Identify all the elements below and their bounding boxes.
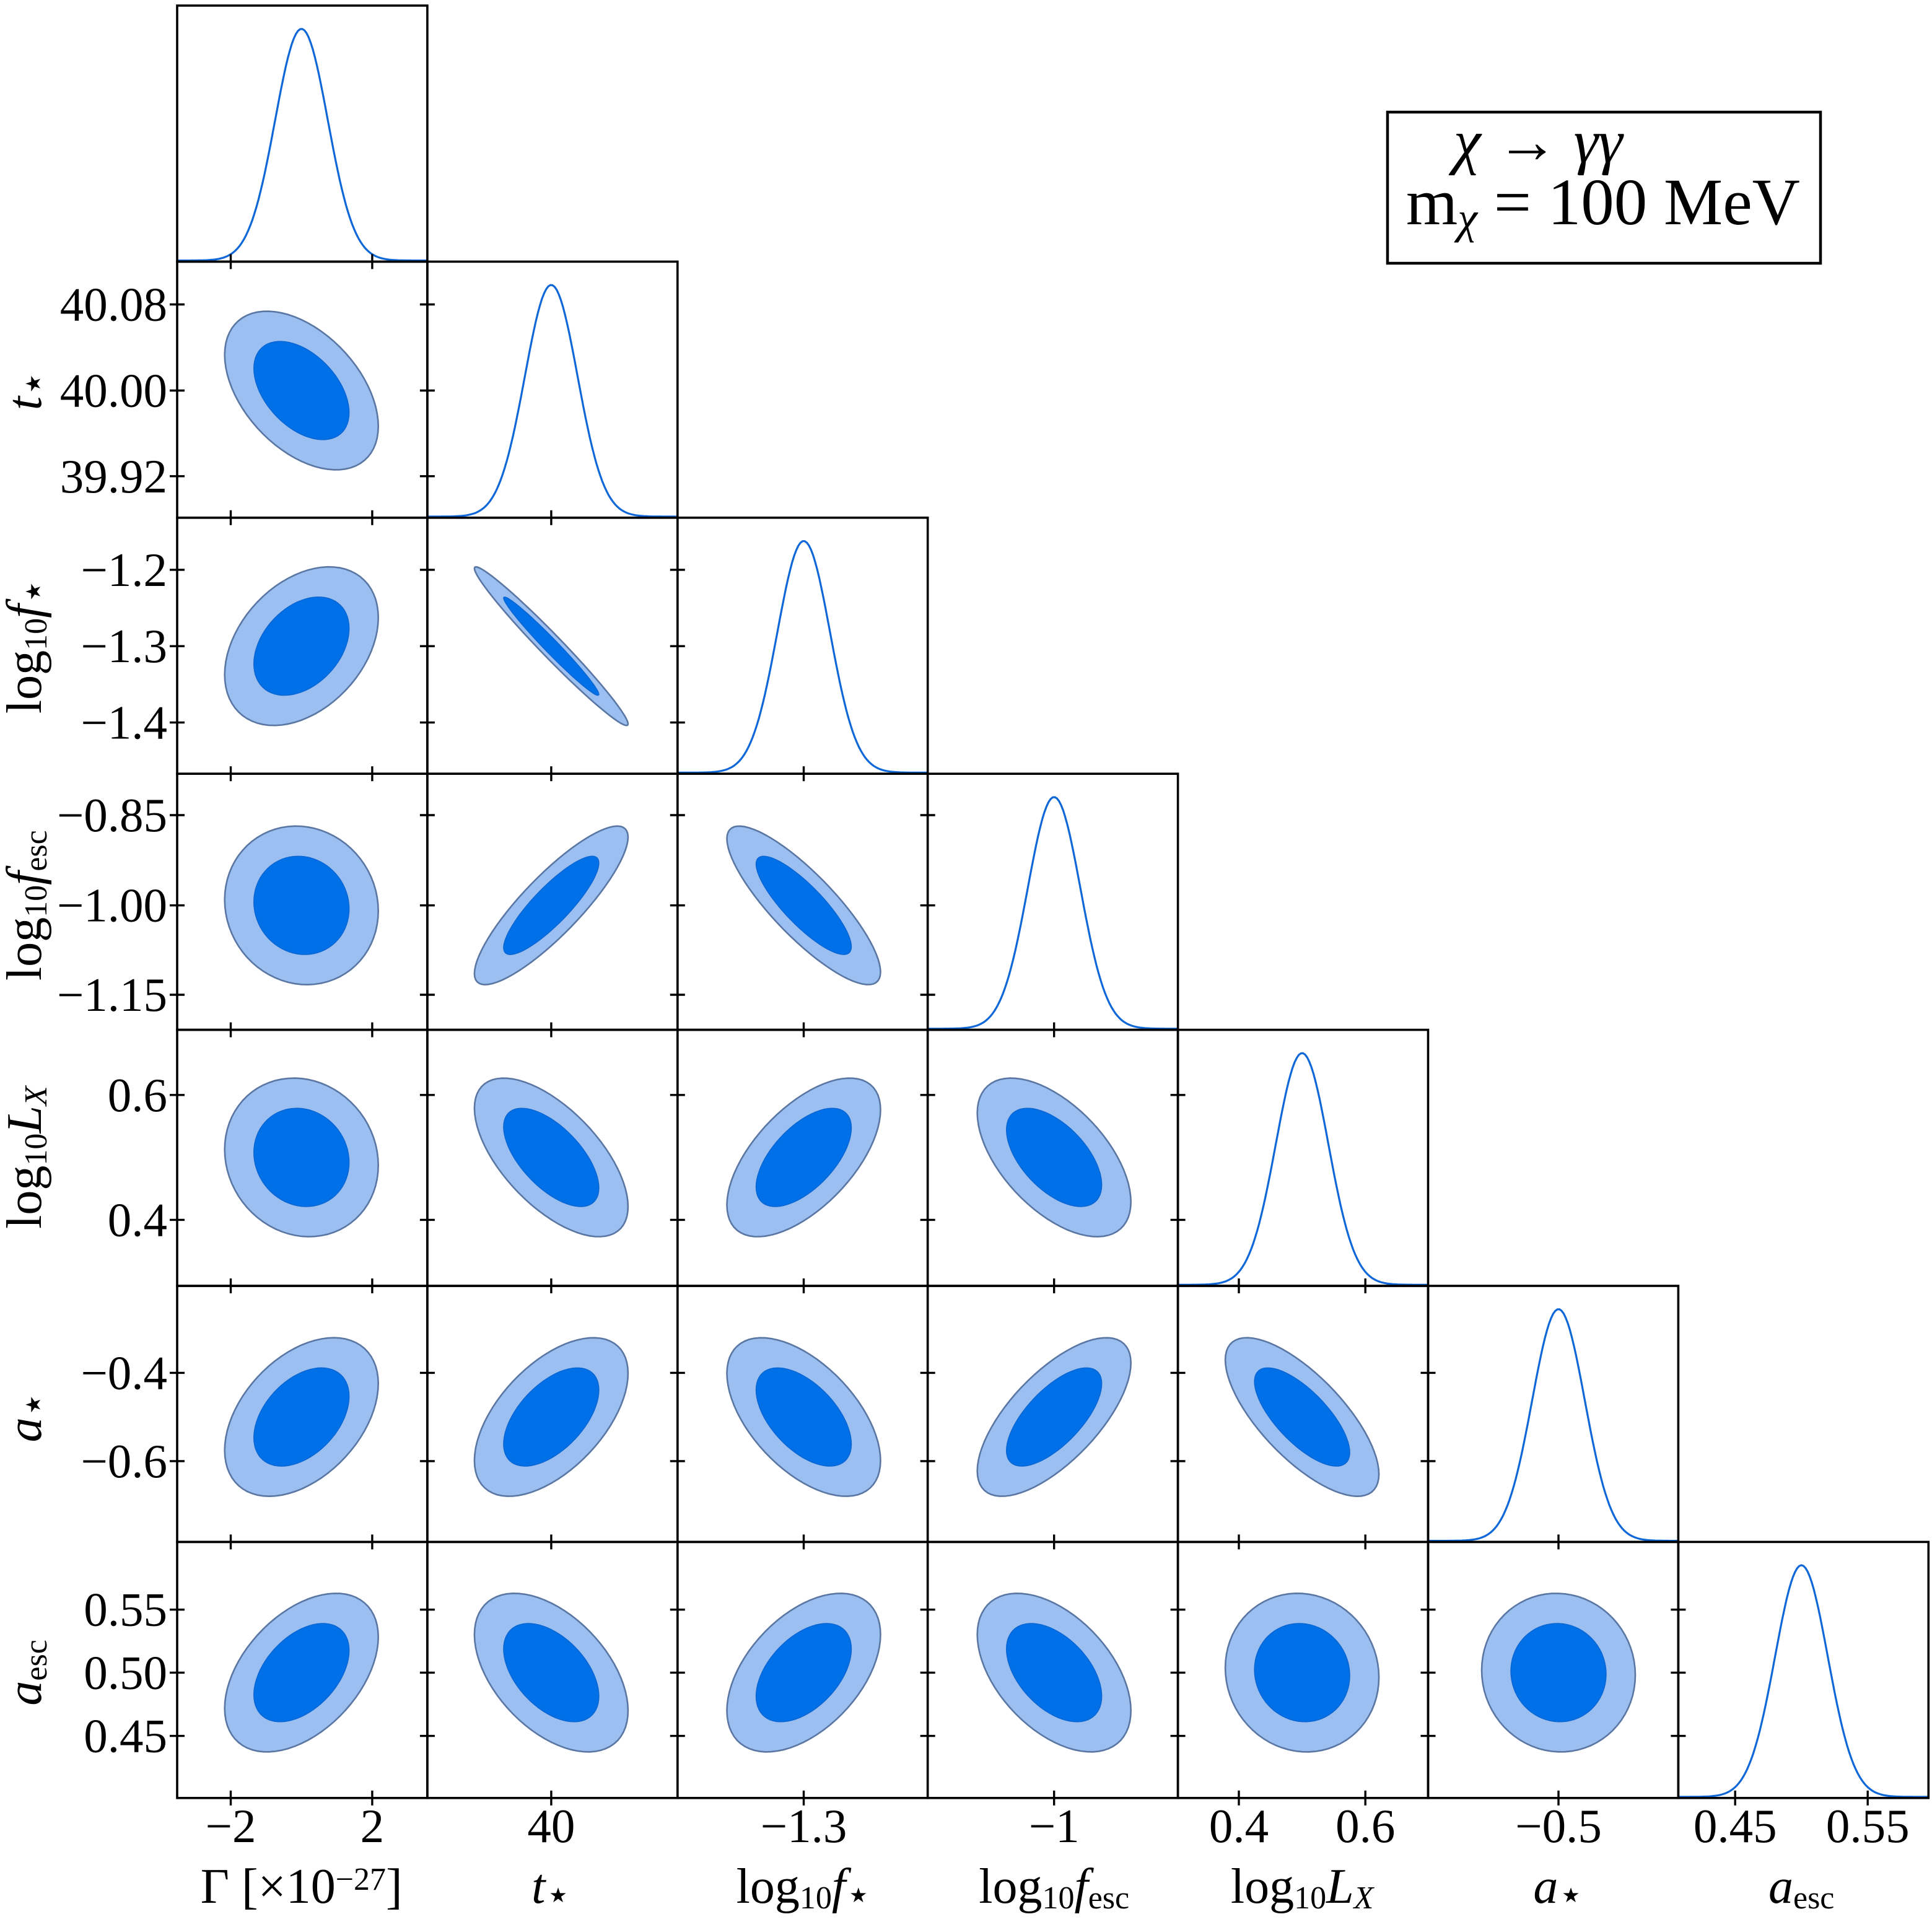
svg-text:0.50: 0.50 <box>84 1646 167 1699</box>
svg-text:0.45: 0.45 <box>84 1710 167 1763</box>
svg-text:log10fesc: log10fesc <box>0 830 54 981</box>
svg-text:−0.5: −0.5 <box>1515 1799 1602 1853</box>
svg-text:log10fesc: log10fesc <box>979 1859 1129 1916</box>
svg-text:0.45: 0.45 <box>1694 1799 1777 1853</box>
svg-text:0.4: 0.4 <box>108 1193 167 1246</box>
svg-text:χ → γγ: χ → γγ <box>1448 107 1624 176</box>
svg-text:39.92: 39.92 <box>60 450 167 503</box>
svg-text:0.55: 0.55 <box>1826 1799 1910 1853</box>
svg-text:a⋆: a⋆ <box>1533 1859 1583 1918</box>
svg-text:−1.00: −1.00 <box>57 879 167 932</box>
svg-text:40.00: 40.00 <box>60 364 167 417</box>
svg-text:log10LX: log10LX <box>0 1085 54 1229</box>
svg-text:−0.6: −0.6 <box>81 1435 167 1488</box>
svg-text:Γ [×10−27]: Γ [×10−27] <box>201 1859 403 1914</box>
svg-text:−1.15: −1.15 <box>57 968 167 1021</box>
svg-text:a⋆: a⋆ <box>0 1392 56 1442</box>
svg-text:aesc: aesc <box>0 1640 54 1705</box>
svg-text:−0.85: −0.85 <box>57 788 167 842</box>
svg-text:−2: −2 <box>206 1799 256 1853</box>
svg-text:−1.4: −1.4 <box>81 696 167 749</box>
svg-text:40: 40 <box>527 1799 575 1853</box>
svg-text:0.6: 0.6 <box>1335 1799 1395 1853</box>
svg-text:0.6: 0.6 <box>108 1068 167 1122</box>
svg-text:0.55: 0.55 <box>84 1583 167 1636</box>
svg-text:t⋆: t⋆ <box>0 371 56 411</box>
svg-text:2: 2 <box>361 1799 385 1853</box>
svg-text:0.4: 0.4 <box>1209 1799 1269 1853</box>
svg-text:t⋆: t⋆ <box>531 1859 571 1918</box>
svg-text:−1.3: −1.3 <box>761 1799 847 1853</box>
svg-text:−0.4: −0.4 <box>81 1346 167 1399</box>
svg-text:40.08: 40.08 <box>60 278 167 331</box>
svg-text:log10f⋆: log10f⋆ <box>737 1859 872 1918</box>
svg-text:aesc: aesc <box>1768 1859 1834 1916</box>
svg-text:−1.2: −1.2 <box>81 543 167 596</box>
svg-text:mχ = 100 MeV: mχ = 100 MeV <box>1406 166 1800 243</box>
svg-text:−1: −1 <box>1029 1799 1080 1853</box>
svg-text:log10LX: log10LX <box>1231 1859 1375 1916</box>
svg-text:−1.3: −1.3 <box>81 619 167 673</box>
